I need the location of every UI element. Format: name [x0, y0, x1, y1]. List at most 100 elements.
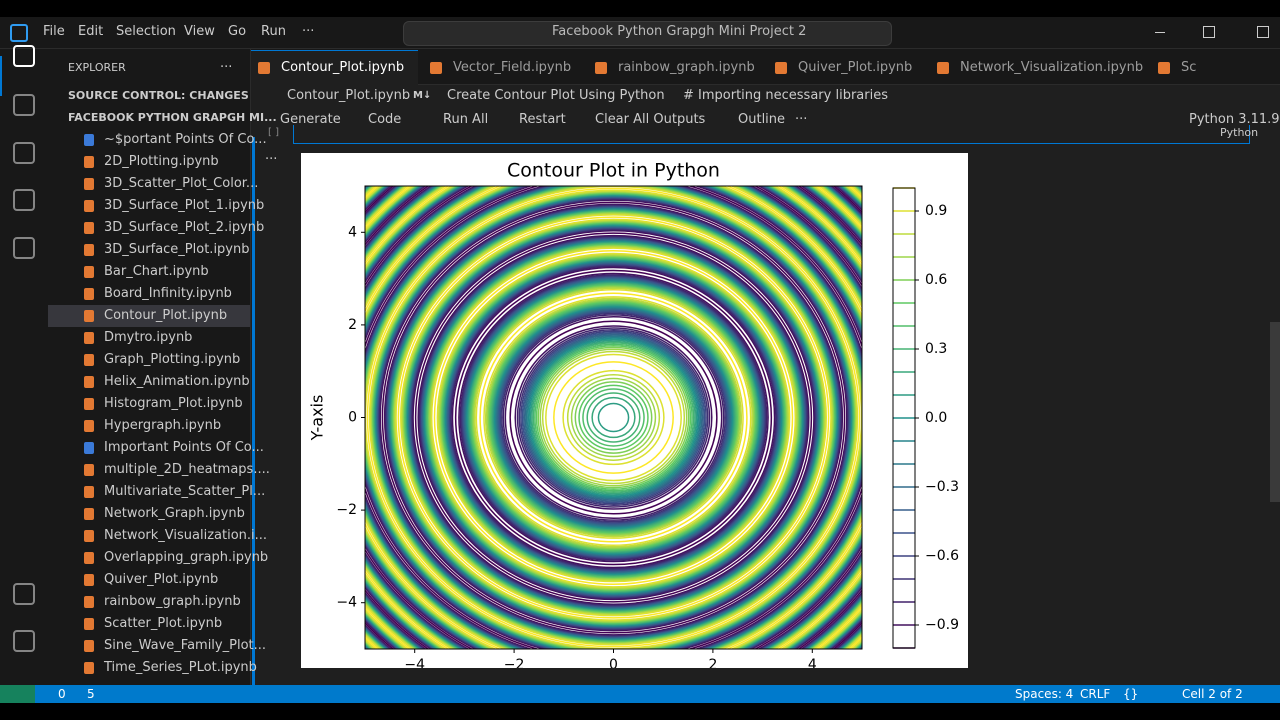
file-item[interactable]: multiple_2D_heatmaps....	[104, 462, 270, 477]
tab[interactable]: Contour_Plot.ipynb	[281, 60, 405, 75]
tab-close[interactable]	[400, 61, 410, 71]
status-item[interactable]: Spaces: 4	[1015, 687, 1074, 701]
toolbar-button[interactable]: ···	[795, 112, 808, 127]
file-item[interactable]: Network_Visualization.i...	[104, 528, 268, 543]
contour-line	[496, 308, 731, 527]
file-item[interactable]: Network_Graph.ipynb	[104, 506, 245, 521]
breadcrumb[interactable]: M↓	[413, 90, 432, 101]
activity-icon[interactable]	[13, 142, 35, 164]
section-header[interactable]: SOURCE CONTROL: CHANGES	[68, 89, 249, 102]
file-item[interactable]: Scatter_Plot.ipynb	[104, 616, 223, 631]
contour-line	[461, 276, 766, 559]
file-item[interactable]: Overlapping_graph.ipynb	[104, 550, 269, 565]
toolbar-button[interactable]: Code	[368, 112, 402, 127]
breadcrumb[interactable]: Contour_Plot.ipynb	[287, 88, 411, 103]
contours	[365, 186, 862, 649]
file-item[interactable]: Graph_Plotting.ipynb	[104, 352, 241, 367]
menu-item[interactable]: ···	[302, 24, 315, 39]
file-item[interactable]: Board_Infinity.ipynb	[104, 286, 232, 301]
explorer-more[interactable]: ···	[220, 60, 233, 75]
contour-line	[524, 334, 703, 501]
file-item[interactable]: 3D_Surface_Plot_1.ipynb	[104, 198, 265, 213]
contour-line	[529, 339, 698, 496]
menu-item[interactable]: File	[43, 24, 65, 39]
contour-line	[468, 282, 759, 553]
file-item[interactable]: 2D_Plotting.ipynb	[104, 154, 219, 169]
contour-line	[498, 310, 729, 525]
status-item[interactable]: CRLF	[1080, 687, 1111, 701]
contour-line	[484, 297, 743, 538]
contour-line	[541, 350, 686, 485]
file-item[interactable]: Sine_Wave_Family_Plot...	[104, 638, 267, 653]
file-item[interactable]: Important Points Of Co...	[104, 440, 264, 455]
toolbar-button[interactable]: Restart	[519, 112, 566, 127]
contour-line	[418, 235, 809, 600]
file-item[interactable]: Multivariate_Scatter_Pl...	[104, 484, 266, 499]
remote-button[interactable]	[0, 685, 35, 703]
breadcrumb[interactable]: # Importing necessary libraries	[683, 88, 888, 103]
menu-item[interactable]: Run	[261, 24, 286, 39]
activity-icon[interactable]	[13, 189, 35, 211]
menu-item[interactable]: Go	[228, 24, 247, 39]
window-control[interactable]	[1203, 26, 1215, 38]
file-item[interactable]: Contour_Plot.ipynb	[104, 308, 228, 323]
window-control[interactable]	[1155, 32, 1165, 33]
toolbar-button[interactable]: Generate	[280, 112, 341, 127]
breadcrumb[interactable]: Create Contour Plot Using Python	[447, 88, 665, 103]
menu-item[interactable]: Selection	[116, 24, 176, 39]
file-icon	[84, 266, 94, 278]
menu-item[interactable]: Edit	[78, 24, 104, 39]
file-item[interactable]: Hypergraph.ipynb	[104, 418, 222, 433]
cell-language: Python	[1220, 126, 1259, 139]
file-item[interactable]: Time_Series_PLot.ipynb	[104, 660, 257, 675]
file-item[interactable]: Bar_Chart.ipynb	[104, 264, 209, 279]
file-item[interactable]: rainbow_graph.ipynb	[104, 594, 241, 609]
activity-icon[interactable]	[13, 94, 35, 116]
toolbar-button[interactable]: Clear All Outputs	[595, 112, 706, 127]
tab[interactable]: Network_Visualization.ipynb	[960, 60, 1144, 75]
file-item[interactable]: 3D_Scatter_Plot_Color...	[104, 176, 259, 191]
contour-line	[369, 190, 858, 645]
file-item[interactable]: 3D_Surface_Plot_2.ipynb	[104, 220, 265, 235]
search-text[interactable]: Facebook Python Grapgh Mini Project 2	[552, 24, 807, 39]
activity-icon[interactable]	[13, 237, 35, 259]
colorbar-tick-label: −0.6	[925, 548, 959, 564]
contour-line	[412, 230, 815, 605]
activity-icon[interactable]	[13, 583, 35, 605]
contour-line	[523, 333, 704, 502]
file-item[interactable]: Quiver_Plot.ipynb	[104, 572, 219, 587]
toolbar-button[interactable]: Run All	[443, 112, 489, 127]
kernel-picker[interactable]: Python 3.11.9	[1189, 112, 1280, 127]
tab[interactable]: Sc	[1181, 60, 1197, 75]
file-item[interactable]: Histogram_Plot.ipynb	[104, 396, 243, 411]
status-errors[interactable]: 0	[58, 687, 66, 701]
file-item[interactable]: Helix_Animation.ipynb	[104, 374, 250, 389]
menu-item[interactable]: View	[184, 24, 215, 39]
cell-more[interactable]: ···	[265, 152, 278, 167]
status-item[interactable]: Cell 2 of 2	[1182, 687, 1243, 701]
file-icon	[84, 200, 94, 212]
contour-line	[501, 312, 726, 523]
tab[interactable]: rainbow_graph.ipynb	[618, 60, 755, 75]
tab[interactable]: Quiver_Plot.ipynb	[798, 60, 913, 75]
status-warnings[interactable]: 5	[87, 687, 95, 701]
contour-line	[486, 298, 741, 537]
activity-icon[interactable]	[13, 630, 35, 652]
toolbar-button[interactable]: Outline	[738, 112, 786, 127]
tab[interactable]: Vector_Field.ipynb	[453, 60, 572, 75]
file-item[interactable]: 3D_Surface_Plot.ipynb	[104, 242, 250, 257]
section-header[interactable]: FACEBOOK PYTHON GRAPGH MI...	[68, 111, 277, 124]
window-control[interactable]	[1257, 26, 1269, 38]
file-item[interactable]: ~$portant Points Of Co...	[104, 132, 267, 147]
file-icon	[84, 596, 94, 608]
search-box[interactable]	[403, 21, 892, 46]
activity-icon[interactable]	[13, 45, 35, 67]
tab-bar	[251, 49, 1280, 85]
contour-line	[562, 369, 665, 466]
status-item[interactable]: {}	[1123, 687, 1139, 701]
colorbar-tick-label: −0.3	[925, 479, 959, 495]
contour-line	[535, 344, 692, 491]
cell-exec-count: [ ]	[268, 127, 279, 138]
contour-line	[394, 213, 833, 622]
file-item[interactable]: Dmytro.ipynb	[104, 330, 193, 345]
